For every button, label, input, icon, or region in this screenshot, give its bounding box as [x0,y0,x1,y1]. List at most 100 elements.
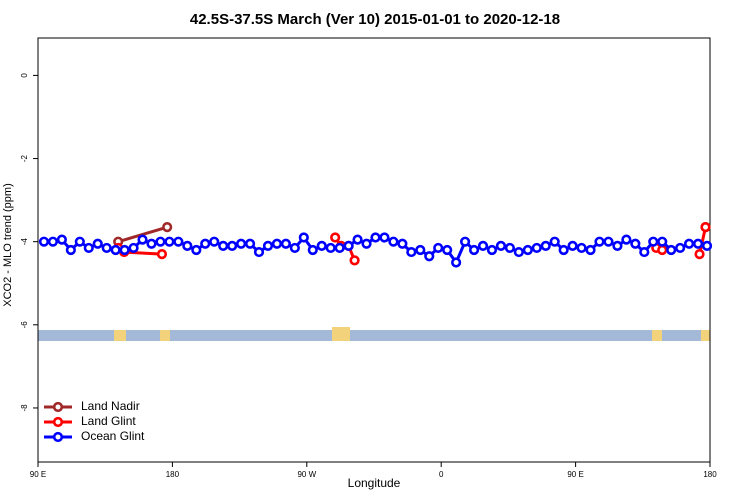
point [262,240,274,251]
point [657,236,668,247]
legend-marker [52,401,64,413]
y-tick-label: -8 [20,404,29,412]
point [459,236,471,247]
x-tick-label: 90 W [297,470,316,479]
point [110,244,121,256]
point [657,244,668,256]
point [164,236,175,247]
point [182,240,193,251]
point [585,244,596,256]
legend-marker [52,416,64,428]
point [639,246,650,258]
point [235,238,247,249]
point [370,232,381,243]
legend-marker [52,431,64,443]
point [451,257,462,268]
point [162,222,173,233]
point [442,244,453,256]
y-tick-label: -2 [20,154,29,162]
point [630,238,641,249]
point [218,240,229,251]
point [549,236,560,247]
y-tick-label: 0 [20,73,29,78]
point [352,234,363,245]
point [191,244,202,256]
point [513,246,524,258]
point [424,251,435,262]
point [692,238,704,249]
point [200,238,211,249]
plot-frame [37,37,711,463]
x-axis-label: Longitude [348,476,401,490]
point [307,244,318,256]
point [675,242,686,254]
point [477,240,489,251]
point [128,242,139,254]
point [227,240,238,251]
legend-label: Land Glint [81,414,136,428]
point [119,244,130,256]
point [349,255,360,266]
y-axis-label: XCO2 - MLO trend (ppm) [2,183,14,306]
point [415,244,426,256]
x-tick-label: 180 [703,470,717,479]
point [567,240,578,251]
x-tick-label: 0 [439,470,444,479]
land-patch [114,330,126,341]
point [83,242,94,254]
point [330,232,341,243]
point [701,240,713,251]
point [522,244,533,256]
point [379,232,390,243]
point [406,246,417,258]
land-patch [701,330,710,341]
point [397,238,408,249]
point [495,240,507,251]
point [146,238,157,249]
point [271,238,283,249]
point [683,238,695,249]
point [531,242,542,254]
land-patch [332,327,350,341]
point [433,242,444,254]
legend-label: Ocean Glint [81,429,145,443]
land-patch [652,330,662,341]
point [343,240,354,251]
x-tick-label: 90 E [30,470,46,479]
point [298,232,309,243]
point [325,242,336,254]
point [92,238,103,249]
point [694,249,705,260]
point [648,236,659,247]
y-tick-label: -6 [20,321,29,329]
point [612,240,623,251]
point [540,240,551,251]
land-ocean-strip [38,330,710,341]
point [280,238,291,249]
point [47,236,59,247]
point [316,240,327,251]
point [173,236,184,247]
point [486,244,498,256]
point [594,236,605,247]
point [576,242,587,254]
point [137,234,148,245]
point [558,244,569,256]
point [621,234,632,245]
point [700,222,711,233]
point [155,236,166,247]
point [65,244,76,256]
point [468,244,480,256]
point [56,234,67,245]
point [334,242,345,254]
point [244,238,256,249]
point [209,236,220,247]
point [38,236,50,247]
point [388,236,399,247]
chart-title: 42.5S-37.5S March (Ver 10) 2015-01-01 to… [190,11,560,28]
y-tick-label: -4 [20,238,29,246]
land-patch [160,330,170,341]
point [101,242,112,254]
point [361,238,372,249]
